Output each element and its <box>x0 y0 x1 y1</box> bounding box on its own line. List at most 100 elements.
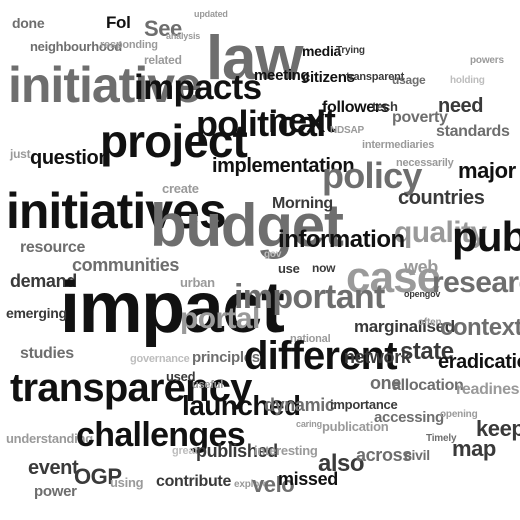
word-power: power <box>34 483 77 500</box>
word-challenges: challenges <box>76 416 246 454</box>
word-opengov: opengov <box>404 289 441 299</box>
word-just: just <box>10 147 31 161</box>
word-studies: studies <box>20 345 74 362</box>
word-contribute: contribute <box>156 473 232 490</box>
word-impacts: impacts <box>134 68 262 107</box>
word-trying: Trying <box>336 45 365 56</box>
word-marginalised: marginalised <box>354 317 455 336</box>
word-state: state <box>400 338 454 365</box>
word-event: event <box>28 457 79 479</box>
word-published: published <box>196 441 278 461</box>
word-neighbourhood: neighbourhood <box>30 39 122 54</box>
word-public: public <box>452 213 520 260</box>
word-poverty: poverty <box>392 109 448 126</box>
word-next: next <box>268 102 336 140</box>
word-using: using <box>110 475 144 490</box>
word-urban: urban <box>180 275 215 290</box>
word-necessarily: necessarily <box>396 157 454 169</box>
word-publication: publication <box>322 419 389 434</box>
word-opening: opening <box>440 409 478 420</box>
word-holding: holding <box>450 75 485 86</box>
word-case: case <box>346 253 441 302</box>
word-major: major <box>458 158 516 183</box>
word-fol: Fol <box>106 13 131 32</box>
word-question: question <box>30 147 111 169</box>
word-political: political <box>196 103 326 144</box>
word-create: create <box>162 181 199 196</box>
word-one: one <box>370 373 401 393</box>
word-analysis: analysis <box>166 31 201 41</box>
word-see: See <box>144 16 182 41</box>
word-often: often <box>418 317 442 328</box>
word-missed: missed <box>278 469 338 489</box>
word-also: also <box>318 450 365 477</box>
word-great: great <box>172 445 198 457</box>
word-map: map <box>452 436 496 461</box>
word-related: related <box>144 53 182 67</box>
word-dynamic: dynamic <box>264 395 335 415</box>
word-followers: followers <box>322 99 390 116</box>
word-media: media <box>302 43 342 59</box>
word-readiness: readiness <box>456 381 520 398</box>
word-velo: velo <box>252 472 295 497</box>
word-caring: caring <box>296 419 322 429</box>
word-portal: portal <box>180 302 260 335</box>
word-used: used <box>166 369 196 384</box>
word-done: done <box>12 15 45 31</box>
word-keep: keep <box>476 416 520 441</box>
word-updated: updated <box>194 9 228 19</box>
word-understanding: understanding <box>6 431 93 446</box>
word-initiative: initiative <box>8 57 202 113</box>
word-resource: resource <box>20 239 86 256</box>
word-transparent: transparent <box>346 71 405 83</box>
word-eradication: eradication <box>438 351 520 373</box>
word-contexts: contexts <box>440 314 520 341</box>
word-countries: countries <box>398 187 485 209</box>
word-across: across <box>356 445 412 465</box>
word-budget: budget <box>150 192 344 259</box>
word-morning: Morning <box>272 195 333 212</box>
word-launched: launched <box>182 390 301 421</box>
word-civil: civil <box>404 447 430 463</box>
word-timely: Timely <box>426 433 457 444</box>
word-emerging: emerging <box>6 305 67 321</box>
word-quality: quality <box>394 216 487 249</box>
word-policy: policy <box>322 155 422 196</box>
word-meeting: meeting <box>254 67 310 84</box>
word-standards: standards <box>436 123 510 140</box>
word-initiatives: initiatives <box>6 183 227 239</box>
word-implementation: implementation <box>212 155 355 177</box>
word-intermediaries: intermediaries <box>362 139 435 151</box>
word-allocation: allocation <box>392 377 464 394</box>
word-law: law <box>206 24 303 93</box>
word-impact: impact <box>60 268 285 348</box>
word-responding: responding <box>100 39 158 51</box>
word-research: research <box>432 266 520 299</box>
word-network: network <box>344 347 411 367</box>
word-citizens: citizens <box>302 69 355 86</box>
word-useful: useful <box>192 379 224 391</box>
word-usage: usage <box>392 73 426 87</box>
word-principles: principles <box>192 349 260 366</box>
word-project: project <box>100 115 248 167</box>
word-explore: explore <box>234 479 269 490</box>
word-ogp: OGP <box>74 464 122 489</box>
word-accessing: accessing <box>374 409 444 426</box>
word-use: use <box>278 261 300 276</box>
word-tech: tech <box>372 99 398 114</box>
word-interesting: interesting <box>254 443 318 458</box>
word-communities: communities <box>72 255 180 275</box>
word-governance: governance <box>130 353 190 365</box>
word-information: information <box>278 226 405 253</box>
word-demand: demand <box>10 271 77 291</box>
word-important: important <box>234 278 385 316</box>
word-powers: powers <box>470 55 504 66</box>
word-importance: importance <box>330 397 398 412</box>
word-now: now <box>312 261 336 275</box>
word-transparency: transparency <box>10 366 252 410</box>
word-ndsap: NDSAP <box>330 125 365 136</box>
word-web: web <box>404 257 438 277</box>
word-need: need <box>438 95 484 117</box>
word-national: national <box>290 333 331 345</box>
